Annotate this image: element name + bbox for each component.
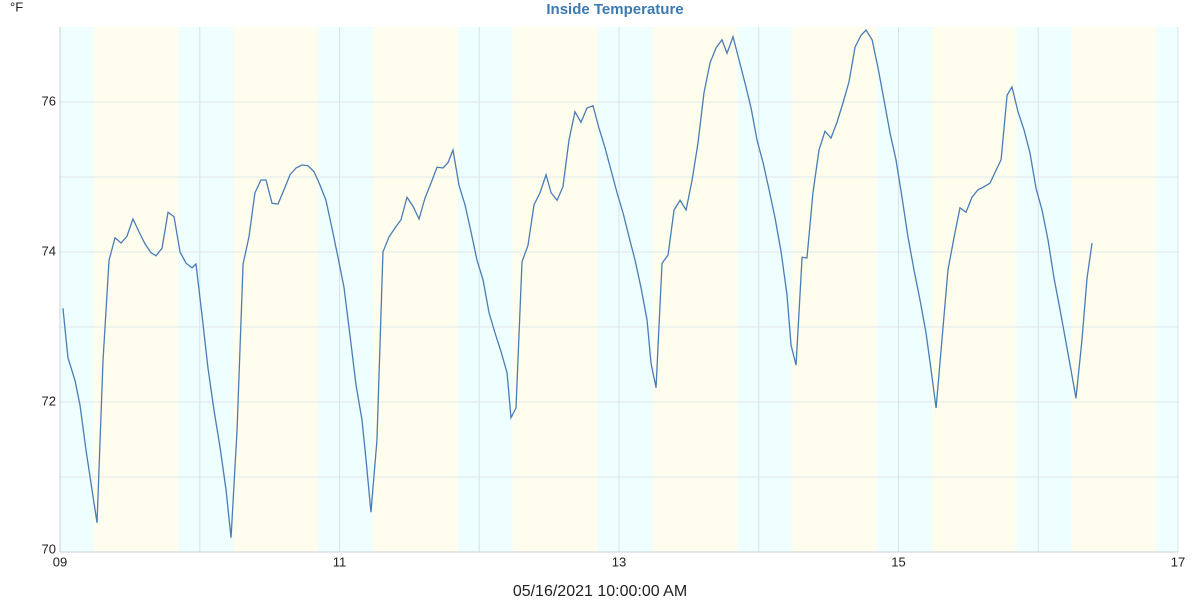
- y-tick-label: 70: [42, 541, 56, 556]
- y-tick-label: 76: [42, 93, 56, 108]
- temperature-line: [62, 28, 1093, 538]
- x-tick-label: 11: [333, 554, 347, 569]
- night-band: [1156, 27, 1178, 552]
- day-band: [373, 27, 458, 552]
- x-tick-label: 13: [612, 554, 626, 569]
- day-band: [652, 27, 738, 552]
- x-tick-label: 17: [1171, 554, 1185, 569]
- night-band: [597, 27, 653, 552]
- y-tick-label: 74: [42, 243, 56, 258]
- night-band: [317, 27, 374, 552]
- x-tick-label: 09: [53, 554, 67, 569]
- night-band: [737, 27, 793, 552]
- day-band: [93, 27, 179, 552]
- x-axis-label: 05/16/2021 10:00:00 AM: [513, 583, 687, 600]
- night-band: [178, 27, 234, 552]
- night-band: [60, 27, 94, 552]
- day-band: [792, 27, 877, 552]
- day-band: [512, 27, 598, 552]
- y-unit: °F: [10, 0, 23, 14]
- y-tick-label: 72: [42, 393, 56, 408]
- day-band: [233, 27, 318, 552]
- day-band: [1071, 27, 1157, 552]
- night-band: [1016, 27, 1072, 552]
- chart-title: Inside Temperature: [546, 1, 683, 18]
- x-tick-label: 15: [891, 554, 905, 569]
- day-band: [932, 27, 1017, 552]
